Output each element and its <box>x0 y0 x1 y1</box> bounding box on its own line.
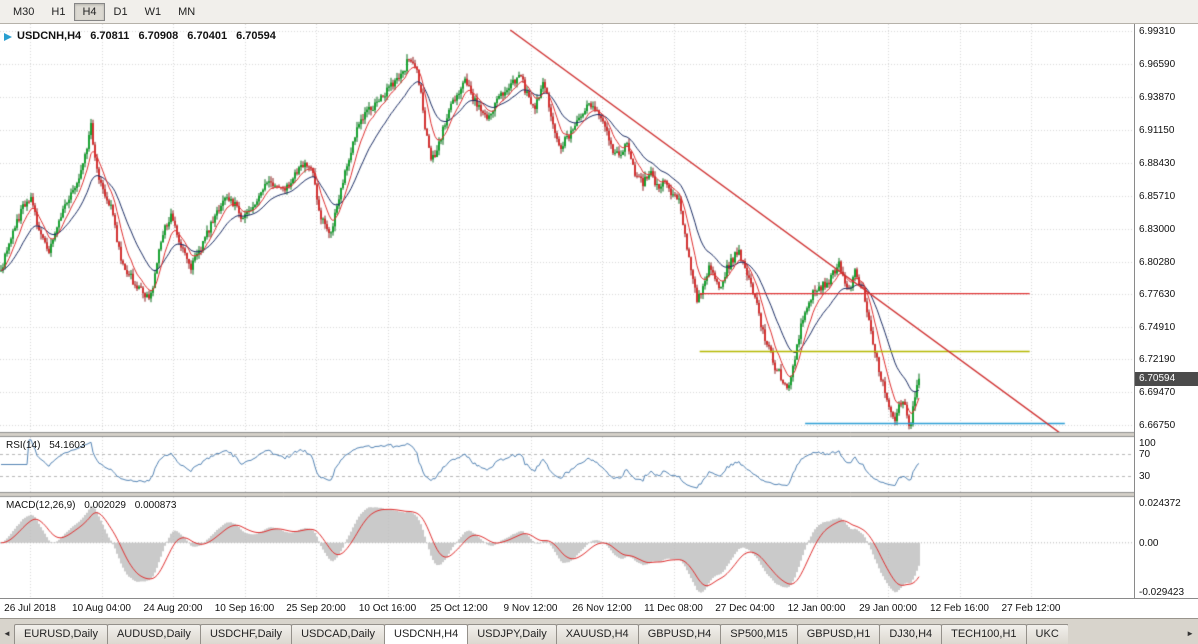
price-tick-label: 6.66750 <box>1139 420 1176 432</box>
chart-tab-sp500-m15[interactable]: SP500,M15 <box>720 624 798 644</box>
macd-scale-label: -0.029423 <box>1139 587 1185 598</box>
chart-canvas[interactable] <box>0 24 1134 598</box>
chart-tab-usdchf-daily[interactable]: USDCHF,Daily <box>199 624 293 644</box>
price-tick-label: 6.74910 <box>1139 321 1176 333</box>
price-tick-label: 6.93870 <box>1139 92 1176 103</box>
price-tick-label: 6.96590 <box>1139 59 1176 71</box>
time-tick-label: 12 Jan 00:00 <box>787 603 846 614</box>
timeframe-mn[interactable]: MN <box>178 5 196 18</box>
ohlc-close: 6.70594 <box>236 30 276 42</box>
time-tick-label: 26 Nov 12:00 <box>572 603 632 614</box>
time-axis[interactable]: 26 Jul 2018 10 Aug 04:00 24 Aug 20:00 10 Se… <box>0 598 1198 618</box>
chart-title: USDCNH,H4 6.70811 6.70908 6.70401 6.7059… <box>17 30 278 42</box>
time-tick-label: 10 Oct 16:00 <box>358 603 417 614</box>
rsi-label: RSI(14) 54.1603 <box>6 440 85 451</box>
time-tick-label: 29 Jan 00:00 <box>859 603 917 614</box>
price-tick-label: 6.83000 <box>1139 223 1176 235</box>
chart-tab-gbpusd-h1[interactable]: GBPUSD,H1 <box>796 624 881 644</box>
tab-scroll-right-icon[interactable]: ► <box>1186 629 1194 638</box>
timeframe-toolbar: M30 H1 H4 D1 W1 MN <box>0 0 1198 24</box>
chart-tab-usdcnh-h4[interactable]: USDCNH,H4 <box>384 624 469 644</box>
time-tick-label: 24 Aug 20:00 <box>143 603 203 614</box>
tabs-container: EURUSD,Daily AUDUSD,Daily USDCHF,Daily USDC… <box>14 621 1068 644</box>
chart-tab-xauusd-h4[interactable]: XAUUSD,H4 <box>555 624 639 644</box>
price-tick-label: 6.99310 <box>1139 26 1176 38</box>
price-tick-label: 6.69470 <box>1139 387 1176 399</box>
ohlc-high: 6.70908 <box>138 30 179 42</box>
ohlc-low: 6.70401 <box>187 30 228 42</box>
rsi-level-label: 100 <box>1139 438 1156 449</box>
macd-scale-label: 0.00 <box>1139 537 1159 549</box>
chart-tab-tech100-h1[interactable]: TECH100,H1 <box>941 624 1027 644</box>
time-tick-label: 27 Dec 04:00 <box>715 603 775 614</box>
chart-tab-usdcad-daily[interactable]: USDCAD,Daily <box>291 624 386 644</box>
time-tick-label: 10 Aug 04:00 <box>72 603 131 614</box>
time-tick-label: 25 Oct 12:00 <box>430 603 488 614</box>
chart-tab-dj30-h4[interactable]: DJ30,H4 <box>879 624 943 644</box>
time-tick-label: 12 Feb 16:00 <box>930 603 989 614</box>
time-tick-label: 9 Nov 12:00 <box>503 603 558 614</box>
time-tick-label: 27 Feb 12:00 <box>1001 603 1061 614</box>
rsi-level-label: 30 <box>1139 470 1151 482</box>
price-tick-label: 6.85710 <box>1139 190 1176 202</box>
current-price-badge: 6.70594 <box>1135 371 1198 386</box>
price-tick-label: 6.88430 <box>1139 157 1176 169</box>
chart-tab-ukc[interactable]: UKC <box>1025 624 1068 644</box>
macd-value: 0.002029 <box>84 500 126 511</box>
timeframe-h1[interactable]: H1 <box>51 5 66 18</box>
timeframe-d1[interactable]: D1 <box>113 5 128 18</box>
macd-name: MACD(12,26,9) <box>6 500 76 511</box>
rsi-level-label: 70 <box>1139 448 1151 460</box>
macd-label: MACD(12,26,9) 0.002029 0.000873 <box>6 500 176 511</box>
timeframe-h4[interactable]: H4 <box>74 2 105 21</box>
price-scale[interactable]: 6.99310 6.96590 6.93870 6.91150 6.88430 6.857… <box>1134 24 1198 598</box>
price-tick-label: 6.80280 <box>1139 256 1176 268</box>
chart-tab-usdjpy-daily[interactable]: USDJPY,Daily <box>467 624 557 644</box>
chart-shift-marker-icon <box>4 33 12 41</box>
price-tick-label: 6.91150 <box>1139 124 1175 136</box>
time-tick-label: 11 Dec 08:00 <box>644 603 703 614</box>
chart-tab-eurusd-daily[interactable]: EURUSD,Daily <box>14 624 108 644</box>
price-tick-label: 6.77630 <box>1139 288 1176 300</box>
rsi-value: 54.1603 <box>49 440 86 451</box>
ohlc-open: 6.70811 <box>90 30 130 42</box>
chart-tab-audusd-daily[interactable]: AUDUSD,Daily <box>106 624 201 644</box>
time-tick-label: 25 Sep 20:00 <box>286 603 346 614</box>
chart-tab-bar: ◄ EURUSD,Daily AUDUSD,Daily USDCHF,Daily US… <box>0 618 1198 644</box>
time-tick-label: 10 Sep 16:00 <box>214 603 275 614</box>
price-tick-label: 6.72190 <box>1139 354 1176 366</box>
macd-scale-label: 0.024372 <box>1139 498 1181 509</box>
macd-signal-value: 0.000873 <box>134 500 177 511</box>
rsi-name: RSI(14) <box>6 440 41 451</box>
tab-scroll-left-icon[interactable]: ◄ <box>3 629 11 638</box>
timeframe-bar: M30 H1 H4 D1 W1 MN <box>0 0 1198 23</box>
chart-tab-gbpusd-h4[interactable]: GBPUSD,H4 <box>637 624 722 644</box>
timeframe-w1[interactable]: W1 <box>144 5 162 18</box>
time-tick-label: 26 Jul 2018 <box>4 603 56 614</box>
timeframe-m30[interactable]: M30 <box>13 5 35 18</box>
chart-symbol-label: USDCNH,H4 <box>17 30 82 42</box>
